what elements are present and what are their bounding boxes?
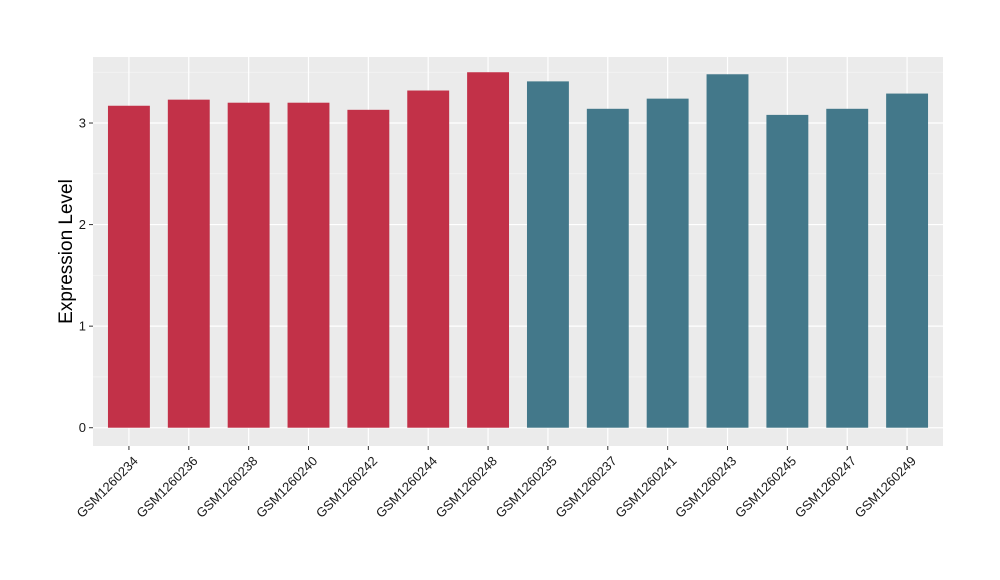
x-tick-label: GSM1260236 <box>133 453 200 520</box>
bar-gsm1260245 <box>766 114 809 428</box>
x-tick-label: GSM1260242 <box>313 453 380 520</box>
x-tick-label: GSM1260241 <box>612 453 679 520</box>
bar-gsm1260243 <box>706 74 749 428</box>
bar-gsm1260236 <box>167 99 210 428</box>
bar-gsm1260241 <box>646 98 689 428</box>
y-tick-label: 0 <box>79 420 86 435</box>
bar-gsm1260237 <box>586 108 629 428</box>
y-tick-label: 3 <box>79 116 86 131</box>
y-axis-title: Expression Level <box>56 179 77 324</box>
x-tick-label: GSM1260237 <box>552 453 619 520</box>
x-tick-label: GSM1260243 <box>672 453 739 520</box>
bar-gsm1260240 <box>287 102 330 428</box>
x-tick-label: GSM1260235 <box>492 453 559 520</box>
plot-panel <box>93 57 943 446</box>
x-axis: GSM1260234GSM1260236GSM1260238GSM1260240… <box>73 446 919 521</box>
bar-gsm1260235 <box>526 81 569 428</box>
x-tick-label: GSM1260248 <box>433 453 500 520</box>
bars <box>107 72 929 428</box>
x-tick-label: GSM1260244 <box>373 453 440 520</box>
x-tick-label: GSM1260238 <box>193 453 260 520</box>
bar-gsm1260234 <box>107 105 150 428</box>
x-tick-label: GSM1260234 <box>73 453 140 520</box>
x-tick-label: GSM1260240 <box>253 453 320 520</box>
bar-gsm1260242 <box>347 109 390 428</box>
bar-gsm1260247 <box>826 108 869 428</box>
x-tick-label: GSM1260247 <box>792 453 859 520</box>
x-tick-label: GSM1260245 <box>732 453 799 520</box>
bar-gsm1260249 <box>886 93 929 428</box>
y-axis: 0 1 2 3 <box>79 116 93 435</box>
bar-gsm1260244 <box>407 90 450 428</box>
bar-gsm1260248 <box>467 72 510 428</box>
bar-gsm1260238 <box>227 102 270 428</box>
y-tick-label: 2 <box>79 217 86 232</box>
y-tick-label: 1 <box>79 319 86 334</box>
x-tick-label: GSM1260249 <box>852 453 919 520</box>
